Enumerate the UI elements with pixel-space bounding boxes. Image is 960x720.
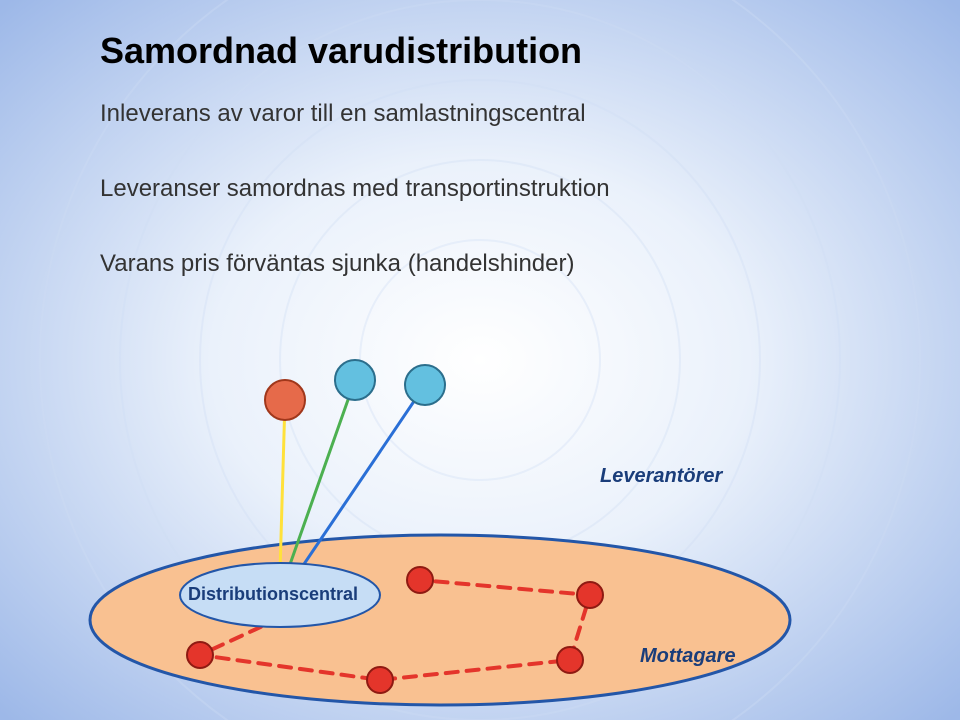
- slide-title: Samordnad varudistribution: [100, 30, 582, 72]
- label-distribution-center: Distributionscentral: [188, 584, 358, 605]
- bullet-3: Varans pris förväntas sjunka (handelshin…: [100, 250, 574, 278]
- label-receivers: Mottagare: [640, 645, 736, 668]
- label-suppliers: Leverantörer: [600, 465, 722, 488]
- region-ellipse: [90, 535, 790, 705]
- bullet-2: Leveranser samordnas med transportinstru…: [100, 175, 610, 203]
- slide: Samordnad varudistribution Inleverans av…: [0, 0, 960, 720]
- bullet-1: Inleverans av varor till en samlastnings…: [100, 100, 586, 128]
